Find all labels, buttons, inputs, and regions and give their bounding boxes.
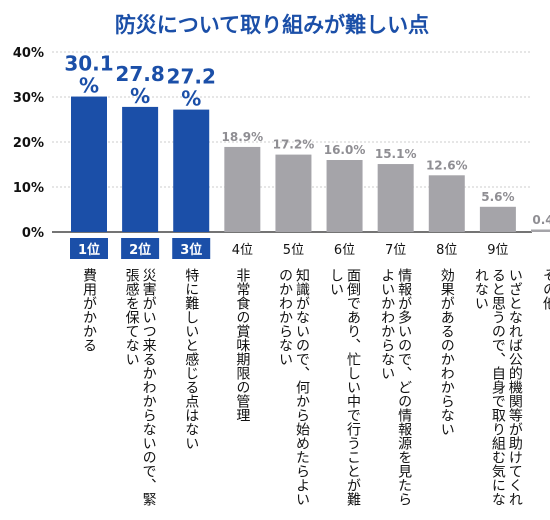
- value-labels: 30.1% 27.8%27.2%18.9%17.2% 16.0% 15.1%12.6%…: [64, 52, 550, 228]
- rank-label: 8位: [436, 243, 457, 258]
- category-label: その他: [541, 268, 550, 311]
- rank-label: 4位: [232, 243, 253, 258]
- category-label: 費用がかかる: [81, 268, 97, 352]
- y-tick-label: 10%: [13, 181, 44, 196]
- category-label-line: ると思うので、自身で取り組む気にな: [490, 268, 506, 506]
- value-label: 30.1: [64, 52, 113, 76]
- rank-badge: [70, 238, 108, 259]
- rank-labels: 1位 2位 3位 4位 5位 6位 7位 8位 9位: [70, 238, 509, 259]
- bar: [122, 106, 159, 232]
- category-label-line: いざとなれば公的機関等が助けてくれ: [507, 268, 523, 506]
- value-label: 0.4%: [532, 213, 550, 227]
- y-tick-label: 0%: [22, 226, 44, 241]
- bar: [173, 109, 210, 232]
- value-label-unit: %: [79, 74, 99, 98]
- rank-label: 5位: [283, 243, 304, 258]
- value-label-unit: %: [181, 87, 201, 111]
- bar: [428, 175, 465, 232]
- rank-badge: [172, 238, 211, 259]
- category-label-line: 面倒であり、忙しい中で行うことが難: [345, 268, 361, 506]
- category-label-line: 効果があるのかわからない: [439, 268, 455, 436]
- value-label-unit: %: [130, 84, 150, 108]
- category-label: 非常食の賞味期限の管理: [234, 268, 250, 422]
- category-label-line: 張感を保てない: [124, 268, 140, 366]
- rank-label: 9位: [487, 243, 508, 258]
- bar: [71, 96, 107, 232]
- bar: [275, 154, 312, 232]
- category-label-line: 災害がいつ来るかわからないので、緊: [141, 268, 157, 506]
- category-label: 効果があるのかわからない: [439, 268, 455, 436]
- category-label-line: 費用がかかる: [81, 268, 97, 352]
- category-label-line: その他: [541, 268, 550, 311]
- category-label-line: 情報が多いので、どの情報源を見たら: [396, 268, 412, 506]
- category-label-line: 知識がないので、何から始めたらよい: [294, 267, 310, 506]
- bars: [71, 96, 550, 232]
- value-label: 27.2: [167, 65, 216, 89]
- category-label-line: よいかわからない: [379, 268, 395, 380]
- value-label: 18.9%: [222, 130, 264, 144]
- rank-badge: [121, 238, 160, 259]
- bar: [479, 206, 516, 232]
- value-label: 5.6%: [481, 190, 514, 204]
- bar: [224, 146, 261, 232]
- rank-label: 6位: [334, 243, 355, 258]
- rank-label: 3位: [180, 242, 202, 258]
- value-label: 27.8: [115, 62, 164, 86]
- value-label: 12.6%: [426, 158, 468, 172]
- rank-label: 2位: [129, 242, 151, 258]
- value-label: 15.1%: [375, 147, 417, 161]
- category-label-line: のかわからない: [277, 268, 293, 366]
- y-tick-label: 30%: [13, 91, 44, 106]
- value-label: 16.0%: [324, 143, 366, 157]
- rank-label: 1位: [78, 242, 100, 258]
- rank-label: 7位: [385, 243, 406, 258]
- bar: [326, 160, 363, 232]
- value-label: 17.2%: [273, 138, 315, 152]
- category-label-line: れない: [473, 268, 489, 310]
- bar: [377, 164, 414, 232]
- y-tick-label: 20%: [13, 136, 44, 151]
- chart-title: 防災について取り組みが難しい点: [115, 13, 429, 37]
- category-label-line: しい: [328, 268, 344, 296]
- category-label-line: 特に難しいと感じる点はない: [183, 268, 199, 450]
- category-label-line: 非常食の賞味期限の管理: [234, 268, 250, 422]
- bar: [531, 229, 550, 232]
- y-axis: 0% 10% 20% 30% 40%: [13, 46, 44, 241]
- y-tick-label: 40%: [13, 46, 44, 61]
- category-label: 特に難しいと感じる点はない: [183, 268, 199, 450]
